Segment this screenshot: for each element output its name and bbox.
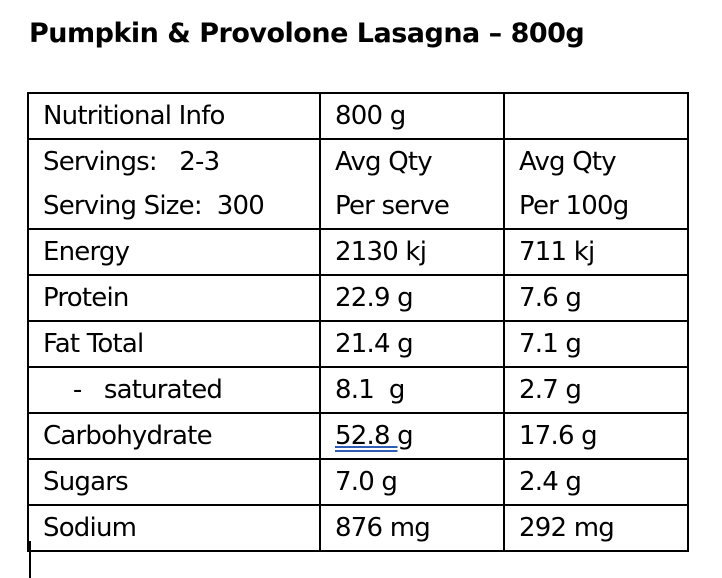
table-row: Fat Total 21.4 g 7.1 g: [27, 320, 689, 368]
table-cell: Nutritional Info: [27, 92, 321, 140]
cell-text: Energy: [43, 237, 130, 267]
table-row: Protein 22.9 g 7.6 g: [27, 274, 689, 322]
cell-text: 17.6 g: [519, 421, 598, 451]
table-row: Sugars 7.0 g 2.4 g: [27, 458, 689, 506]
table-row: - saturated 8.1 g 2.7 g: [27, 366, 689, 414]
cell-text: 7.1 g: [519, 329, 582, 359]
text-cursor: [29, 541, 31, 578]
table-cell: 800 g: [319, 92, 505, 140]
cell-text: Carbohydrate: [43, 421, 213, 451]
table-cell: 2.7 g: [503, 366, 689, 414]
title: Pumpkin & Provolone Lasagna – 800g: [29, 18, 585, 49]
table-cell: 292 mg: [503, 504, 689, 552]
table-cell: 7.0 g: [319, 458, 505, 506]
table-cell: Sodium: [27, 504, 321, 552]
table-row: Sodium 876 mg 292 mg: [27, 504, 689, 552]
cell-text: Protein: [43, 283, 129, 313]
cell-text: 8.1 g: [335, 375, 405, 405]
table-cell: 52.8 g: [319, 412, 505, 460]
cell-text: 21.4 g: [335, 329, 414, 359]
nutrition-table: Nutritional Info 800 g Servings: 2-3 Servin…: [27, 92, 689, 552]
cell-line: Per serve: [335, 191, 450, 221]
cell-text: 22.9 g: [335, 283, 414, 313]
table-row: Energy 2130 kj 711 kj: [27, 228, 689, 276]
cell-text: - saturated: [43, 375, 223, 405]
table-cell: 7.1 g: [503, 320, 689, 368]
table-cell: [503, 92, 689, 140]
cell-text: 7.0 g: [335, 467, 398, 497]
table-cell: 2.4 g: [503, 458, 689, 506]
table-cell: Carbohydrate: [27, 412, 321, 460]
table-cell: 17.6 g: [503, 412, 689, 460]
table-cell: Servings: 2-3 Serving Size: 300: [27, 138, 321, 230]
cell-text: 2.7 g: [519, 375, 582, 405]
cell-text: Sodium: [43, 513, 137, 543]
table-row: Carbohydrate 52.8 g 17.6 g: [27, 412, 689, 460]
table-cell: 8.1 g: [319, 366, 505, 414]
cell-line: Per 100g: [519, 191, 629, 221]
table-cell: Sugars: [27, 458, 321, 506]
cell-text: Fat Total: [43, 329, 144, 359]
table-cell: 7.6 g: [503, 274, 689, 322]
table-cell: Protein: [27, 274, 321, 322]
table-cell: 876 mg: [319, 504, 505, 552]
cell-text: 711 kj: [519, 237, 595, 267]
table-cell: 22.9 g: [319, 274, 505, 322]
cell-text: Sugars: [43, 467, 129, 497]
table-cell: Fat Total: [27, 320, 321, 368]
cell-text: 292 mg: [519, 513, 615, 543]
table-cell: 21.4 g: [319, 320, 505, 368]
cell-text: 876 mg: [335, 513, 431, 543]
cell-text: Nutritional Info: [43, 101, 225, 131]
table-cell: Energy: [27, 228, 321, 276]
cell-line: Servings: 2-3: [43, 147, 220, 177]
cell-text: 52.8 g: [335, 421, 414, 451]
table-cell: - saturated: [27, 366, 321, 414]
table-cell: 711 kj: [503, 228, 689, 276]
cell-line: Avg Qty: [335, 147, 433, 177]
table-row: Servings: 2-3 Serving Size: 300 Avg Qty Per…: [27, 138, 689, 230]
cell-line: Avg Qty: [519, 147, 617, 177]
table-cell: Avg Qty Per serve: [319, 138, 505, 230]
table-cell: 2130 kj: [319, 228, 505, 276]
cell-text: 2.4 g: [519, 467, 582, 497]
cell-text: 800 g: [335, 101, 406, 131]
cell-line: Serving Size: 300: [43, 191, 265, 221]
cell-text: 7.6 g: [519, 283, 582, 313]
cell-text: 2130 kj: [335, 237, 427, 267]
table-row: Nutritional Info 800 g: [27, 92, 689, 140]
table-cell: Avg Qty Per 100g: [503, 138, 689, 230]
